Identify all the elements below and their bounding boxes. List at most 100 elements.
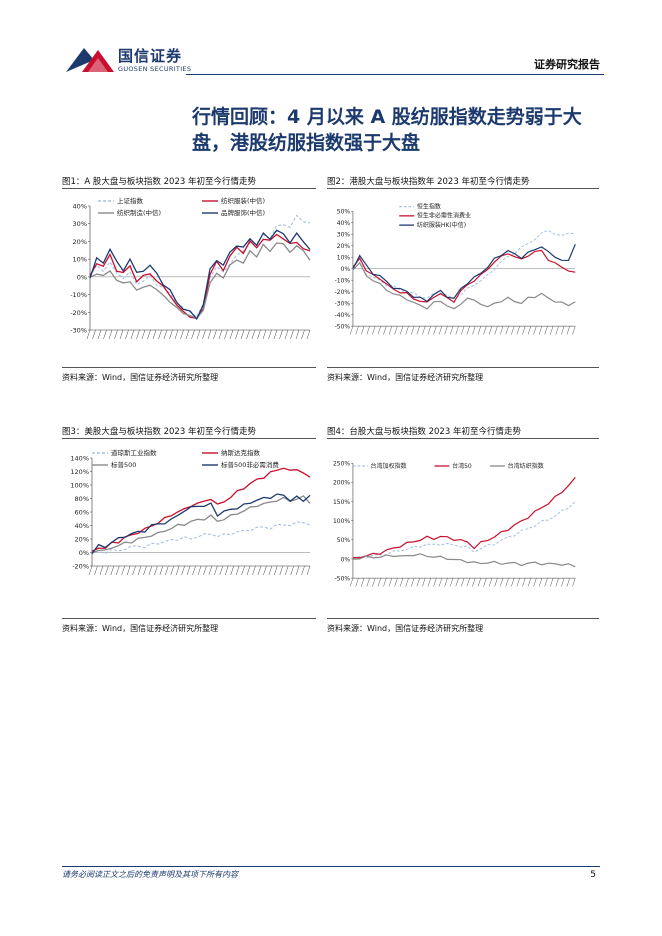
legend-label: 标普500 xyxy=(111,460,136,469)
y-tick-label: -10% xyxy=(335,277,351,284)
y-tick-label: 80% xyxy=(75,495,89,503)
x-tick-mark xyxy=(192,565,196,576)
x-tick-mark xyxy=(273,329,278,340)
x-tick-mark xyxy=(132,565,136,576)
x-tick-mark xyxy=(366,326,370,335)
series-line xyxy=(352,553,576,568)
x-tick-mark xyxy=(174,329,179,340)
figure-1-caption: 图1：A 股大盘与板块指数 2023 年初至今行情走势 xyxy=(62,177,256,187)
figure-3-source: 资料来源：Wind，国信证券经济研究所整理 xyxy=(62,624,219,633)
x-tick-mark xyxy=(550,578,554,587)
x-tick-mark xyxy=(186,565,191,576)
y-tick-label: -50% xyxy=(335,323,351,330)
x-tick-mark xyxy=(450,578,454,587)
x-tick-mark xyxy=(538,326,543,335)
x-tick-mark xyxy=(196,329,201,340)
y-tick-label: -20% xyxy=(335,289,351,296)
x-tick-mark xyxy=(97,329,102,340)
x-tick-mark xyxy=(163,329,168,340)
x-tick-mark xyxy=(361,578,365,587)
y-tick-label: 200% xyxy=(333,480,350,487)
legend-label: 纳斯达克指数 xyxy=(221,448,261,457)
chart-svg: 250% 200% 150% 100% 50% 0% -50% 台湾加权指数 台湾50 台湾纺织指… xyxy=(333,461,576,587)
series-line xyxy=(89,233,311,320)
figure-3-caption: 图3：美股大盘与板块指数 2023 年初至今行情走势 xyxy=(62,427,256,437)
x-tick-mark xyxy=(349,578,354,587)
x-tick-mark xyxy=(422,326,426,335)
series-line xyxy=(352,477,576,559)
x-tick-mark xyxy=(213,329,217,340)
x-tick-mark xyxy=(235,329,239,340)
figure-1-source: 资料来源：Wind，国信证券经济研究所整理 xyxy=(62,373,219,382)
x-tick-mark xyxy=(550,326,554,335)
x-tick-mark xyxy=(99,565,104,576)
x-tick-mark xyxy=(181,565,185,576)
y-tick-label: 20% xyxy=(337,243,351,250)
y-tick-label: -40% xyxy=(335,312,351,319)
logo-text-en: GUOSEN SECURITIES xyxy=(118,65,192,73)
x-tick-mark xyxy=(175,565,180,576)
x-tick-mark xyxy=(159,565,164,576)
x-tick-mark xyxy=(202,329,206,340)
series-line xyxy=(91,467,311,552)
x-tick-mark xyxy=(472,326,476,335)
x-tick-mark xyxy=(416,326,420,335)
legend-label: 纺织服装(中信) xyxy=(221,196,265,205)
series-line xyxy=(91,493,311,555)
x-tick-mark xyxy=(388,578,393,587)
x-tick-mark xyxy=(472,578,476,587)
y-tick-label: -20% xyxy=(72,563,89,571)
x-tick-mark xyxy=(257,565,262,576)
x-tick-mark xyxy=(169,329,173,340)
x-tick-mark xyxy=(444,326,448,335)
header-divider xyxy=(186,74,604,75)
figure-3-rule xyxy=(62,438,316,439)
x-tick-mark xyxy=(450,326,454,335)
x-tick-mark xyxy=(416,578,420,587)
figure-4-bottom-rule xyxy=(327,618,599,619)
figure-3-chart: 140% 120% 100% 80% 60% 40% 20% 0% -20% 道琼斯工业指数 纳斯达… xyxy=(62,444,314,614)
x-tick-mark xyxy=(152,329,157,340)
x-tick-mark xyxy=(505,578,509,587)
chart-svg: 140% 120% 100% 80% 60% 40% 20% 0% -20% 道琼斯工业指数 纳斯达… xyxy=(70,448,311,576)
y-tick-label: 150% xyxy=(333,499,350,506)
x-tick-mark xyxy=(274,565,278,576)
x-tick-mark xyxy=(158,329,162,340)
x-tick-mark xyxy=(527,326,532,335)
x-tick-mark xyxy=(394,326,398,335)
figure-4-rule xyxy=(327,438,599,439)
y-tick-label: 60% xyxy=(75,509,89,517)
section-title: 行情回顾：4 月以来 A 股纺服指数走势弱于大盘，港股纺服指数强于大盘 xyxy=(192,106,582,154)
figure-4-chart: 250% 200% 150% 100% 50% 0% -50% 台湾加权指数 台湾50 台湾纺织指… xyxy=(327,444,599,614)
x-tick-mark xyxy=(284,565,289,576)
y-tick-label: 20% xyxy=(75,536,89,544)
x-tick-mark xyxy=(572,326,576,335)
x-tick-mark xyxy=(349,326,354,335)
y-tick-label: 50% xyxy=(337,537,351,544)
x-tick-mark xyxy=(295,329,300,340)
x-tick-mark xyxy=(566,326,570,335)
y-tick-label: 100% xyxy=(333,518,350,525)
series-line xyxy=(352,249,576,304)
x-tick-mark xyxy=(279,329,283,340)
x-tick-mark xyxy=(203,565,207,576)
x-tick-mark xyxy=(197,565,202,576)
x-tick-mark xyxy=(561,578,565,587)
x-tick-mark xyxy=(500,326,504,335)
x-tick-mark xyxy=(505,326,509,335)
x-tick-mark xyxy=(572,578,576,587)
x-tick-mark xyxy=(422,578,426,587)
x-tick-mark xyxy=(279,565,283,576)
x-tick-mark xyxy=(377,578,381,587)
x-tick-mark xyxy=(355,326,359,335)
x-tick-mark xyxy=(246,565,251,576)
x-tick-mark xyxy=(229,329,234,340)
y-tick-label: 30% xyxy=(337,232,351,239)
x-tick-mark xyxy=(180,329,184,340)
x-tick-mark xyxy=(214,565,218,576)
x-tick-mark xyxy=(257,329,261,340)
y-tick-label: -10% xyxy=(70,291,87,299)
x-tick-mark xyxy=(544,326,548,335)
series-line xyxy=(352,501,576,560)
figure-1-rule xyxy=(62,188,316,189)
